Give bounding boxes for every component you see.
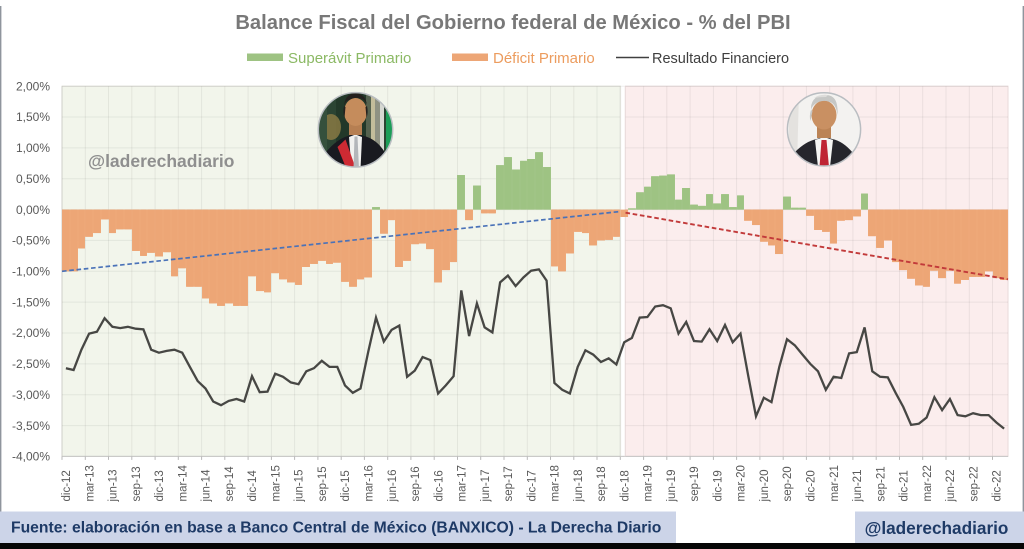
svg-text:jun-21: jun-21 — [852, 470, 864, 503]
svg-text:sep-19: sep-19 — [689, 466, 701, 501]
svg-text:sep-15: sep-15 — [317, 466, 329, 501]
svg-text:sep-16: sep-16 — [410, 466, 422, 501]
svg-text:@laderechadiario: @laderechadiario — [865, 518, 1009, 538]
svg-text:mar-18: mar-18 — [550, 465, 562, 501]
svg-text:0,00%: 0,00% — [16, 203, 50, 217]
svg-text:-3,00%: -3,00% — [12, 388, 50, 402]
svg-text:dic-13: dic-13 — [154, 470, 166, 501]
svg-text:1,00%: 1,00% — [16, 141, 50, 155]
svg-text:1,50%: 1,50% — [16, 110, 50, 124]
svg-text:mar-15: mar-15 — [270, 465, 282, 501]
svg-text:Déficit Primario: Déficit Primario — [493, 50, 595, 67]
svg-text:0,50%: 0,50% — [16, 172, 50, 186]
svg-text:-1,50%: -1,50% — [12, 295, 50, 309]
svg-text:dic-12: dic-12 — [61, 470, 73, 501]
svg-text:jun-22: jun-22 — [945, 470, 957, 503]
svg-text:sep-22: sep-22 — [968, 466, 980, 501]
svg-text:dic-14: dic-14 — [247, 470, 259, 502]
svg-text:sep-21: sep-21 — [875, 466, 887, 501]
svg-text:jun-15: jun-15 — [294, 470, 306, 503]
svg-text:dic-22: dic-22 — [992, 470, 1004, 501]
svg-text:jun-19: jun-19 — [666, 470, 678, 503]
svg-text:mar-21: mar-21 — [829, 465, 841, 501]
svg-text:mar-16: mar-16 — [364, 465, 376, 501]
svg-text:Resultado Financiero: Resultado Financiero — [652, 51, 789, 67]
svg-text:mar-14: mar-14 — [177, 464, 189, 501]
svg-text:jun-17: jun-17 — [480, 470, 492, 503]
svg-text:dic-15: dic-15 — [340, 470, 352, 501]
svg-text:dic-19: dic-19 — [712, 470, 724, 501]
svg-text:sep-14: sep-14 — [224, 466, 236, 502]
svg-text:sep-13: sep-13 — [131, 466, 143, 501]
svg-text:-0,50%: -0,50% — [12, 234, 50, 248]
svg-text:Balance Fiscal del Gobierno fe: Balance Fiscal del Gobierno federal de M… — [235, 12, 790, 34]
svg-text:dic-20: dic-20 — [806, 470, 818, 501]
svg-text:jun-13: jun-13 — [108, 470, 120, 503]
svg-text:jun-18: jun-18 — [573, 470, 585, 503]
svg-text:sep-17: sep-17 — [503, 466, 515, 501]
svg-text:@laderechadiario: @laderechadiario — [88, 151, 234, 171]
svg-text:dic-17: dic-17 — [526, 470, 538, 501]
svg-text:dic-18: dic-18 — [619, 470, 631, 501]
svg-text:-4,00%: -4,00% — [12, 450, 50, 464]
svg-text:-2,00%: -2,00% — [12, 326, 50, 340]
svg-text:mar-22: mar-22 — [922, 465, 934, 501]
svg-text:sep-20: sep-20 — [782, 466, 794, 501]
svg-text:jun-14: jun-14 — [201, 469, 213, 503]
svg-text:mar-20: mar-20 — [736, 465, 748, 501]
svg-text:dic-21: dic-21 — [899, 470, 911, 501]
svg-text:mar-13: mar-13 — [84, 465, 96, 501]
svg-text:jun-20: jun-20 — [759, 470, 771, 503]
svg-text:jun-16: jun-16 — [387, 470, 399, 503]
svg-text:sep-18: sep-18 — [596, 466, 608, 501]
svg-text:-2,50%: -2,50% — [12, 357, 50, 371]
svg-text:mar-19: mar-19 — [643, 465, 655, 501]
svg-text:Fuente: elaboración en base a: Fuente: elaboración en base a Banco Cent… — [11, 520, 661, 537]
svg-text:dic-16: dic-16 — [433, 470, 445, 501]
svg-text:-1,00%: -1,00% — [12, 265, 50, 279]
svg-text:Superávit Primario: Superávit Primario — [288, 50, 411, 67]
svg-text:-3,50%: -3,50% — [12, 419, 50, 433]
svg-text:2,00%: 2,00% — [16, 79, 50, 93]
svg-text:mar-17: mar-17 — [457, 465, 469, 501]
